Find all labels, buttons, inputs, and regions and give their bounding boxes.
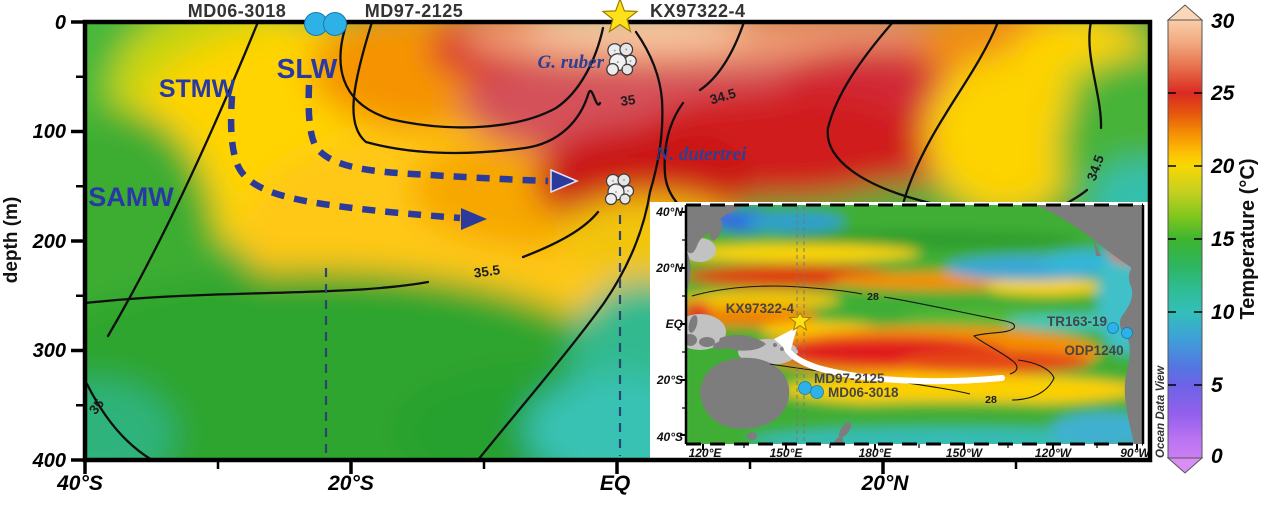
land-south-america (1119, 252, 1143, 444)
inset-land (686, 205, 1143, 444)
contour-35-5-b (521, 210, 600, 259)
contour-label-34-5-top: 34.5 (708, 86, 738, 108)
inset-lon-150e: 150°E (770, 446, 804, 460)
inset-lon-120e: 120°E (689, 446, 723, 460)
colorbar-tick-0: 0 (1211, 445, 1223, 468)
colorbar-tick-5: 5 (1211, 374, 1223, 397)
samw-arrowhead (461, 208, 487, 230)
depth-tick-200: 200 (32, 231, 66, 253)
depth-tick-0: 0 (55, 12, 66, 34)
inset-star-kx97322-4 (788, 312, 812, 332)
land-tasmania (747, 432, 757, 440)
inset-lat-eq: EQ (666, 317, 684, 331)
contour-35-5-a (85, 280, 430, 305)
inset-section-lines (796, 206, 805, 443)
inset-marker-md06-3018 (810, 385, 824, 399)
g-ruber-foram-icon (606, 42, 637, 76)
colorbar-tick-10: 10 (1211, 301, 1235, 324)
inset-sst-label-south: 28 (985, 394, 997, 406)
depth-tick-400: 400 (32, 450, 66, 472)
land-japan (709, 219, 723, 241)
colorbar: 30 25 20 15 10 5 0 Temperature (°C) (1166, 4, 1259, 474)
inset-label-tr163-19: TR163-19 (1047, 314, 1107, 329)
inset-sst-label-north: 28 (867, 291, 879, 303)
lat-tick-20s: 20°S (327, 472, 374, 495)
water-mass-arrows (227, 84, 579, 230)
land-indonesia (699, 337, 715, 347)
inset-marker-tr163-19 (1107, 322, 1119, 334)
land-philippines (688, 315, 698, 333)
depth-tick-100: 100 (33, 121, 66, 143)
inset-label-odp1240: ODP1240 (1064, 343, 1123, 358)
contour-right-a (826, 22, 932, 205)
inset-sst-contour-28 (691, 285, 1055, 401)
inset-label-md97-2125: MD97-2125 (814, 371, 885, 386)
samw-arrow-path (227, 95, 461, 222)
land-north-america (1036, 205, 1143, 276)
colorbar-cap-top (1166, 4, 1204, 21)
inset-map: 40°N 20°N EQ 20°S 40°S 120°E 150°E 180°E… (650, 202, 1151, 460)
inset-lon-120w: 120°W (1035, 446, 1073, 460)
colorbar-tick-20: 20 (1210, 155, 1235, 178)
label-kx97322-4: KX97322-4 (650, 1, 746, 21)
inset-lon-90w: 90°W (1120, 446, 1151, 460)
label-n-dutertrei: N. dutertrei (655, 144, 748, 165)
land-borneo (686, 334, 697, 346)
inset-label-kx97322-4: KX97322-4 (726, 301, 795, 316)
land-australia (700, 357, 790, 429)
colorbar-title: Temperature (°C) (1237, 159, 1259, 320)
contour-pool-outer (352, 22, 602, 155)
contour-34-5-right-a (1088, 22, 1103, 130)
contour-label-35-5: 35.5 (473, 262, 502, 281)
section-location-lines (324, 215, 622, 456)
lat-tick-20n: 20°N (861, 472, 910, 495)
label-samw: SAMW (88, 182, 174, 212)
inset-label-md06-3018: MD06-3018 (828, 385, 899, 400)
odv-watermark: Ocean Data View (1155, 365, 1167, 458)
colorbar-tick-30: 30 (1211, 10, 1235, 33)
n-dutertrei-foram-icon (604, 173, 635, 206)
contour-34-5-top-a (698, 22, 746, 92)
marker-md97-2125 (323, 12, 347, 36)
colorbar-cap-bottom (1166, 457, 1204, 474)
contour-34-5-top-b (663, 101, 685, 206)
marker-star-kx97322-4 (601, 0, 639, 34)
contour-35-bottom-left (85, 382, 154, 460)
label-md06-3018: MD06-3018 (188, 1, 287, 21)
colorbar-tick-25: 25 (1210, 82, 1235, 105)
contour-35-equator (476, 30, 664, 460)
land-new-zealand (838, 422, 852, 438)
lat-tick-40s: 40°S (56, 472, 103, 495)
inset-lat-40n: 40°N (655, 205, 683, 219)
slw-arrow-path (305, 84, 549, 185)
label-g-ruber: G. ruber (537, 52, 604, 73)
lat-tick-eq: EQ (600, 472, 630, 495)
land-baja (1094, 240, 1101, 256)
slw-arrowhead (550, 168, 579, 194)
inset-frame (680, 203, 1145, 450)
inset-lat-20n: 20°N (655, 261, 683, 275)
inset-lat-40s: 40°S (656, 430, 683, 444)
salinity-contours (85, 22, 1103, 460)
inset-lat-20s: 20°S (656, 373, 683, 387)
colorbar-tick-15: 15 (1211, 228, 1235, 251)
inset-marker-odp1240 (1121, 327, 1133, 339)
label-md97-2125: MD97-2125 (365, 1, 464, 21)
contour-pool-inner (339, 22, 605, 129)
inset-lon-150w: 150°W (946, 446, 984, 460)
inset-marker-md97-2125 (798, 381, 812, 395)
land-new-guinea (719, 335, 766, 351)
transport-arrowhead (774, 327, 797, 353)
inset-lon-180e: 180°E (859, 446, 893, 460)
depth-tick-300: 300 (33, 340, 66, 362)
contour-right-b (901, 22, 1000, 206)
depth-axis-label: depth (m) (1, 197, 22, 284)
label-stmw: STMW (159, 75, 236, 103)
contour-35-upper-left (106, 22, 260, 338)
label-slw: SLW (277, 53, 338, 84)
contour-label-35-top: 35 (619, 92, 636, 109)
